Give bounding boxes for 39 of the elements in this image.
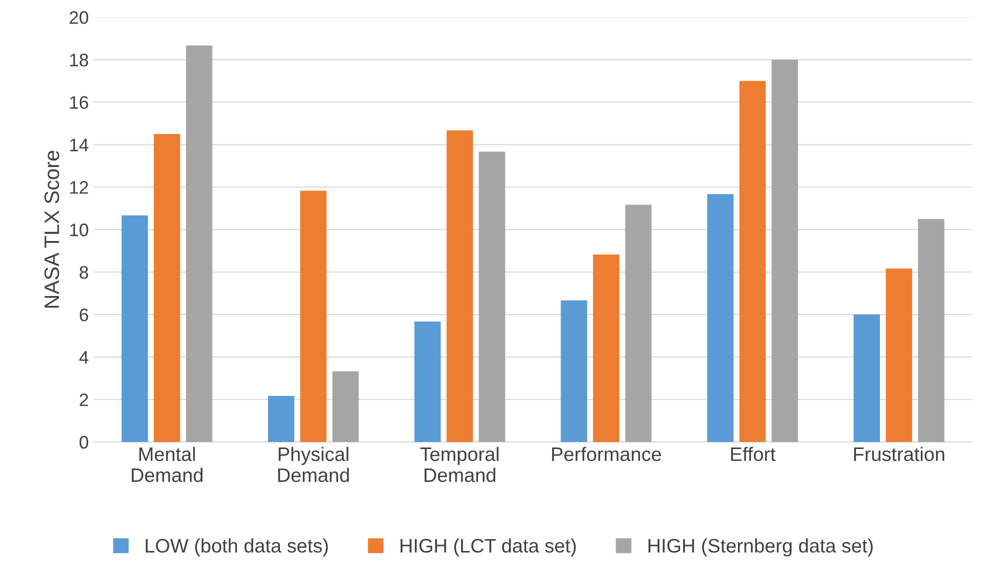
bar: [854, 314, 880, 442]
x-tick-label: Mental Demand: [132, 446, 202, 482]
bar: [478, 152, 506, 442]
y-axis-title: NASA TLX Score: [44, 150, 60, 308]
bar: [625, 204, 652, 442]
x-tick-label: Physical Demand: [278, 446, 349, 482]
bar: [707, 194, 734, 442]
legend-label: HIGH (LCT data set): [400, 538, 576, 556]
y-tick-label: 14: [70, 138, 88, 152]
y-tick-label: 8: [80, 266, 88, 279]
bar: [332, 371, 359, 442]
y-tick-label: 6: [80, 308, 88, 322]
bar: [772, 60, 798, 442]
x-tick-label: Effort: [731, 446, 776, 462]
y-tick-label: 10: [70, 224, 88, 236]
y-tick-label: 0: [80, 436, 88, 449]
bar: [886, 268, 912, 442]
bar: [300, 190, 327, 442]
x-tick-label: Temporal Demand: [420, 446, 498, 482]
legend-label: HIGH (Sternberg data set): [648, 538, 873, 556]
bar: [268, 396, 294, 442]
bar: [446, 130, 473, 442]
y-tick-label: 16: [70, 96, 88, 109]
y-tick-label: 20: [70, 11, 88, 24]
y-tick-label: 18: [70, 54, 88, 66]
x-tick-label: Performance: [552, 446, 661, 462]
bar: [186, 45, 212, 442]
y-tick-label: 4: [79, 351, 88, 364]
bar: [122, 215, 148, 442]
legend-label: LOW (both data sets): [146, 538, 328, 556]
bar: [739, 80, 766, 442]
x-tick-label: Frustration: [854, 446, 944, 462]
bar: [593, 254, 620, 442]
bar: [154, 134, 180, 442]
bar: [918, 218, 944, 442]
y-tick-label: 12: [70, 181, 88, 194]
bar: [414, 322, 441, 442]
y-tick-label: 2: [80, 393, 88, 406]
bar: [560, 300, 588, 442]
